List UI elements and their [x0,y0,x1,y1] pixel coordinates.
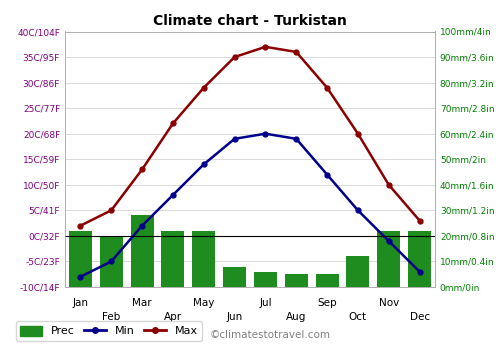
Bar [284,274,308,287]
Text: Jul: Jul [259,298,272,308]
Text: May: May [193,298,214,308]
Text: Aug: Aug [286,312,306,322]
Legend: Prec, Min, Max: Prec, Min, Max [16,321,202,341]
Text: Dec: Dec [410,312,430,322]
Bar [162,231,184,287]
Bar [192,231,216,287]
Bar [377,231,400,287]
Bar [100,236,123,287]
Text: Jun: Jun [226,312,242,322]
Text: Jan: Jan [72,298,88,308]
Bar [408,231,431,287]
Bar [316,274,338,287]
Bar [223,267,246,287]
Text: ©climatestotravel.com: ©climatestotravel.com [210,329,331,340]
Text: Sep: Sep [318,298,337,308]
Bar [254,272,277,287]
Bar [69,231,92,287]
Title: Climate chart - Turkistan: Climate chart - Turkistan [153,14,347,28]
Text: Oct: Oct [349,312,367,322]
Text: Nov: Nov [378,298,399,308]
Bar [130,216,154,287]
Text: Mar: Mar [132,298,152,308]
Text: Apr: Apr [164,312,182,322]
Text: Feb: Feb [102,312,120,322]
Bar [346,256,370,287]
